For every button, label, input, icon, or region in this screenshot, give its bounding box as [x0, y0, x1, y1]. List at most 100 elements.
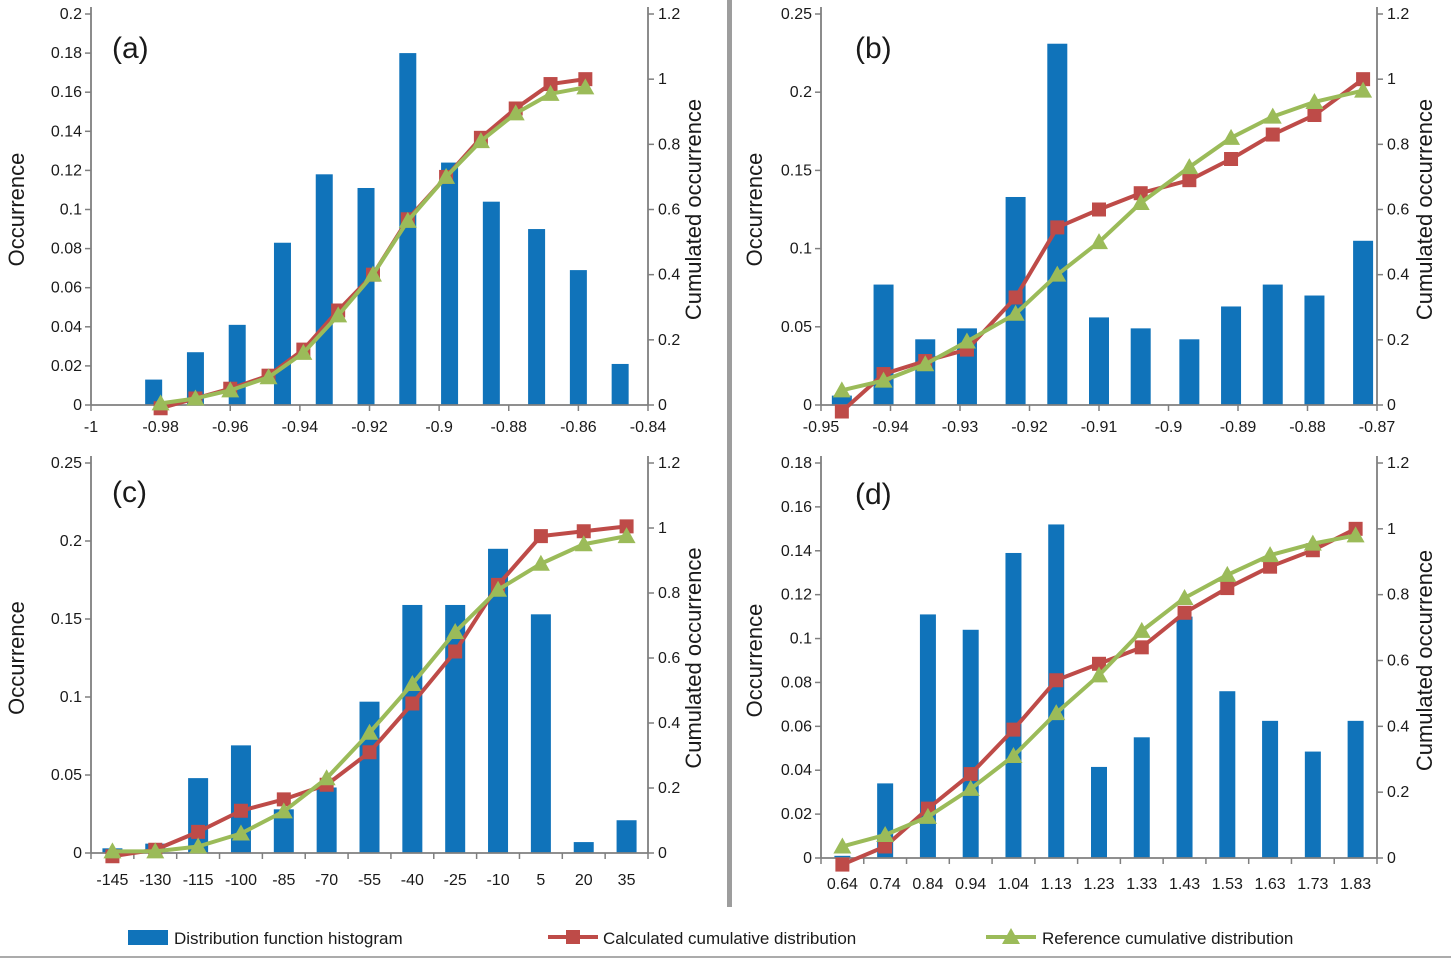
left-tick-label: 0.16 — [51, 84, 82, 101]
reference-triangle-marker — [961, 779, 980, 796]
x-tick-label: -40 — [401, 872, 424, 889]
histogram-bar — [1262, 720, 1279, 858]
x-tick-label: 1.63 — [1255, 876, 1286, 893]
reference-triangle-marker — [1090, 666, 1108, 683]
reference-triangle-marker — [1346, 526, 1365, 543]
left-tick-label: 0.2 — [60, 533, 82, 550]
x-tick-label: -0.94 — [872, 419, 909, 436]
reference-triangle-marker — [360, 723, 379, 740]
calculated-square-marker — [191, 824, 206, 839]
histogram-bar — [1089, 317, 1109, 405]
x-tick-label: -1 — [84, 419, 98, 436]
calculated-square-marker — [1049, 673, 1064, 688]
right-axis-title: Cumulated occurrence — [681, 99, 706, 320]
x-tick-label: -0.91 — [1081, 419, 1118, 436]
left-tick-label: 0.14 — [51, 123, 82, 140]
reference-triangle-marker — [874, 371, 893, 388]
x-tick-label: 20 — [575, 872, 593, 889]
x-tick-label: 1.13 — [1041, 876, 1072, 893]
histogram-bar — [1176, 616, 1193, 858]
right-tick-label: 0.8 — [658, 136, 680, 153]
left-tick-label: 0.18 — [51, 45, 82, 62]
histogram-bar — [573, 842, 594, 853]
right-tick-label: 1.2 — [658, 6, 680, 23]
right-tick-label: 1 — [658, 71, 667, 88]
calculated-square-marker — [1220, 581, 1235, 596]
reference-triangle-marker — [1047, 704, 1066, 721]
panel-letter: (d) — [855, 478, 892, 511]
x-tick-label: -0.86 — [560, 419, 597, 436]
panel-separator-line — [727, 0, 732, 907]
right-tick-label: 0.6 — [658, 202, 680, 219]
reference-triangle-marker — [1048, 265, 1067, 282]
calculated-square-marker — [1092, 656, 1106, 671]
reference-triangle-marker — [294, 343, 313, 360]
panel-d-chart: 0.64 0.74 0.84 0.94 1.04 1.13 1.23 1.33 1.43 1.53… — [742, 455, 1437, 893]
histogram-bar — [915, 339, 936, 405]
x-tick-label: -0.98 — [142, 419, 179, 436]
left-tick-label: 0.25 — [781, 6, 812, 23]
right-tick-label: 0.2 — [658, 780, 680, 797]
histogram-bar — [1048, 524, 1065, 858]
histogram-bar — [441, 162, 459, 405]
right-tick-label: 0.8 — [1387, 587, 1409, 604]
right-tick-label: 1 — [658, 520, 667, 537]
histogram-bar — [399, 53, 417, 405]
histogram-bar — [1353, 240, 1374, 405]
left-tick-label: 0.18 — [781, 455, 812, 472]
x-tick-label: -10 — [486, 872, 509, 889]
x-tick-label: 5 — [536, 872, 545, 889]
left-axis-title: Occurrence — [4, 153, 29, 267]
x-tick-label: -130 — [139, 872, 171, 889]
reference-triangle-marker — [832, 381, 851, 398]
calculated-square-marker — [362, 745, 377, 760]
left-tick-label: 0 — [73, 397, 82, 414]
left-tick-label: 0 — [803, 850, 812, 867]
histogram-bar — [1091, 766, 1107, 858]
right-axis-title: Cumulated occurrence — [681, 547, 706, 768]
x-tick-label: 1.53 — [1212, 876, 1243, 893]
red-square-swatch — [566, 930, 580, 944]
left-tick-label: 0.14 — [781, 543, 812, 560]
x-tick-label: -0.93 — [942, 419, 979, 436]
left-tick-label: 0.25 — [51, 455, 82, 472]
reference-triangle-marker — [957, 332, 976, 349]
reference-triangle-marker — [541, 84, 560, 101]
x-tick-label: 0.64 — [827, 876, 858, 893]
right-tick-label: 0.4 — [1387, 267, 1409, 284]
reference-triangle-marker — [1222, 128, 1241, 145]
x-tick-label: -0.9 — [1155, 419, 1183, 436]
x-tick-label: -85 — [272, 872, 295, 889]
right-tick-label: 0.2 — [1387, 784, 1409, 801]
x-tick-label: 1.04 — [998, 876, 1029, 893]
reference-triangle-marker — [918, 807, 937, 824]
calculated-square-marker — [1050, 220, 1065, 235]
histogram-bar — [273, 809, 294, 853]
calculated-square-marker — [963, 767, 978, 782]
x-tick-label: -0.84 — [630, 419, 667, 436]
reference-triangle-marker — [1354, 81, 1373, 98]
histogram-bar — [445, 604, 466, 853]
right-tick-label: 1 — [1387, 71, 1396, 88]
histogram-bar — [273, 242, 291, 405]
histogram-bar — [919, 614, 936, 858]
calculated-square-marker — [1134, 640, 1149, 655]
left-tick-label: 0.2 — [60, 6, 82, 23]
left-tick-label: 0.06 — [781, 718, 812, 735]
x-tick-label: -0.88 — [491, 419, 528, 436]
x-tick-label: -0.87 — [1359, 419, 1396, 436]
left-tick-label: 0.02 — [781, 806, 812, 823]
calculated-square-marker — [276, 792, 291, 807]
left-tick-label: 0.04 — [51, 319, 82, 336]
calculated-square-marker — [1224, 151, 1239, 166]
left-tick-label: 0.2 — [790, 84, 812, 101]
x-tick-label: 0.84 — [912, 876, 943, 893]
reference-triangle-marker — [363, 265, 382, 282]
calculated-square-marker — [1133, 186, 1148, 201]
histogram-bar — [1179, 339, 1200, 405]
left-tick-label: 0.1 — [790, 631, 812, 648]
histogram-bar — [1221, 306, 1242, 405]
reference-triangle-marker — [151, 394, 170, 411]
histogram-bar — [530, 614, 551, 853]
